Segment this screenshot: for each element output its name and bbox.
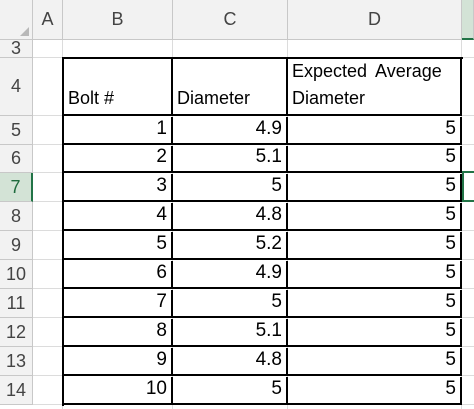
header-line-2: Diameter — [292, 88, 366, 108]
expected-average-cell[interactable]: 5 — [288, 319, 462, 347]
row-header-14[interactable]: 14 — [0, 376, 33, 405]
bolt-number-cell[interactable]: 8 — [64, 319, 173, 347]
diameter-cell[interactable]: 5 — [173, 290, 288, 318]
bolt-number-cell[interactable]: 6 — [64, 261, 173, 289]
header-line-1: Expected Average — [292, 61, 442, 81]
row-header-11[interactable]: 11 — [0, 289, 33, 318]
header-cell-expected-average-diameter[interactable]: Expected Average Diameter — [288, 59, 462, 116]
diameter-cell[interactable]: 5.1 — [173, 146, 288, 173]
bolt-number-cell[interactable]: 9 — [64, 348, 173, 376]
expected-average-cell[interactable]: 5 — [288, 348, 462, 376]
bolt-number-cell[interactable]: 4 — [64, 203, 173, 231]
row-header-8[interactable]: 8 — [0, 202, 33, 231]
diameter-cell[interactable]: 4.9 — [173, 261, 288, 289]
row-header-10[interactable]: 10 — [0, 260, 33, 289]
diameter-cell[interactable]: 5 — [173, 377, 288, 405]
header-cell-bolt[interactable]: Bolt # — [64, 59, 173, 116]
expected-average-cell[interactable]: 5 — [288, 203, 462, 231]
bolt-number-cell[interactable]: 2 — [64, 146, 173, 173]
column-header-c[interactable]: C — [173, 0, 288, 40]
bolt-number-cell[interactable]: 3 — [64, 174, 173, 202]
expected-average-cell[interactable]: 5 — [288, 290, 462, 318]
column-header-b[interactable]: B — [63, 0, 173, 40]
row-header-7[interactable]: 7 — [0, 173, 33, 202]
column-header-partial[interactable] — [462, 0, 474, 40]
diameter-cell[interactable]: 4.9 — [173, 117, 288, 145]
expected-average-cell[interactable]: 5 — [288, 261, 462, 289]
diameter-cell[interactable]: 5 — [173, 174, 288, 202]
expected-average-cell[interactable]: 5 — [288, 117, 462, 145]
row-header-13[interactable]: 13 — [0, 347, 33, 376]
row-header-12[interactable]: 12 — [0, 318, 33, 347]
column-header-d[interactable]: D — [288, 0, 462, 40]
bolt-number-cell[interactable]: 5 — [64, 232, 173, 260]
row-header-9[interactable]: 9 — [0, 231, 33, 260]
active-cell-indicator[interactable] — [462, 171, 474, 202]
bolt-number-cell[interactable]: 1 — [64, 117, 173, 145]
diameter-cell[interactable]: 5.2 — [173, 232, 288, 260]
row-header-6[interactable]: 6 — [0, 145, 33, 173]
expected-average-cell[interactable]: 5 — [288, 146, 462, 173]
diameter-cell[interactable]: 4.8 — [173, 348, 288, 376]
expected-average-cell[interactable]: 5 — [288, 377, 462, 405]
bolt-number-cell[interactable]: 7 — [64, 290, 173, 318]
select-all-corner[interactable] — [0, 0, 33, 40]
expected-average-cell[interactable]: 5 — [288, 232, 462, 260]
row-header-5[interactable]: 5 — [0, 116, 33, 145]
data-table-border — [62, 57, 463, 406]
row-header-3[interactable]: 3 — [0, 38, 33, 58]
diameter-cell[interactable]: 5.1 — [173, 319, 288, 347]
select-all-triangle-icon — [20, 27, 29, 36]
header-cell-diameter[interactable]: Diameter — [173, 59, 288, 116]
diameter-cell[interactable]: 4.8 — [173, 203, 288, 231]
column-header-a[interactable]: A — [33, 0, 63, 40]
expected-average-cell[interactable]: 5 — [288, 174, 462, 202]
bolt-number-cell[interactable]: 10 — [64, 377, 173, 405]
row-header-4[interactable]: 4 — [0, 58, 33, 116]
